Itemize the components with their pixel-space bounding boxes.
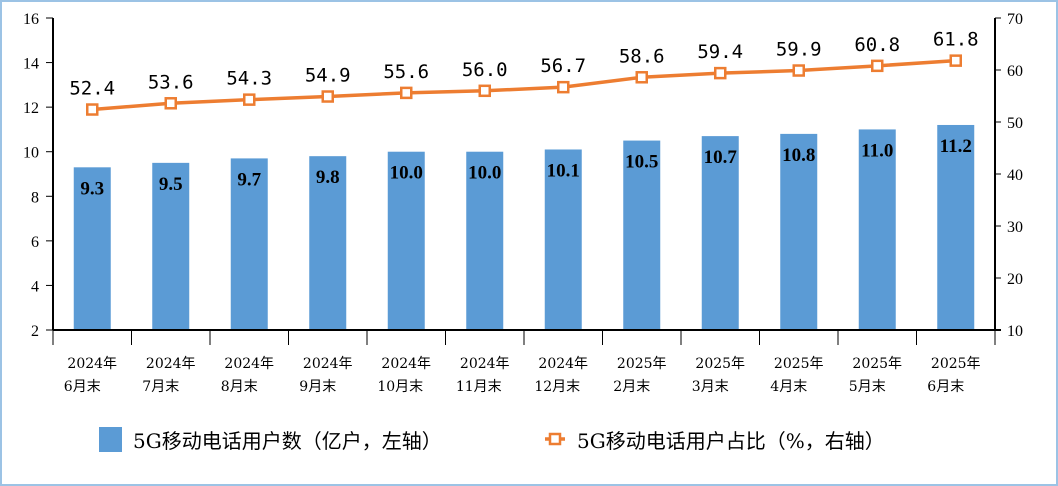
bar (858, 129, 896, 330)
x-tick-label-month: 10月末 (377, 379, 423, 395)
x-tick-label-year: 2024年 (67, 356, 117, 372)
line-data-label: 56.7 (540, 55, 586, 77)
legend-bar-label: 5G移动电话用户数（亿户，左轴） (133, 429, 442, 453)
x-tick-label-month: 7月末 (142, 379, 179, 395)
line-marker (557, 80, 570, 94)
bar-data-label: 10.7 (704, 147, 738, 168)
bar-data-label: 10.1 (547, 160, 580, 181)
left-tick-label: 10 (23, 145, 39, 162)
bar-data-label: 9.8 (316, 167, 340, 188)
line-data-label: 54.3 (226, 68, 272, 90)
x-tick-label-year: 2024年 (146, 356, 196, 372)
x-tick-label-month: 6月末 (927, 379, 964, 395)
right-tick-label: 60 (1007, 63, 1023, 80)
line-marker (86, 103, 99, 116)
legend-line-marker (548, 432, 562, 446)
bar (152, 162, 190, 330)
line-marker (321, 90, 334, 103)
x-tick-label-month: 8月末 (221, 379, 258, 395)
right-tick-label: 20 (1007, 271, 1023, 288)
x-tick-label-month: 5月末 (849, 379, 886, 395)
line-marker (635, 71, 648, 84)
left-tick-label: 4 (31, 278, 39, 295)
legend-bar-swatch (99, 427, 122, 452)
line-marker (792, 64, 805, 77)
line-series (92, 58, 956, 112)
bar (623, 140, 661, 330)
left-tick-label: 8 (31, 189, 39, 206)
line-data-label: 61.8 (933, 29, 979, 51)
x-tick-label-month: 3月末 (692, 379, 729, 395)
bar-data-label: 11.0 (861, 140, 893, 161)
bar (544, 149, 582, 330)
x-tick-label-year: 2025年 (774, 356, 824, 372)
x-tick-label-year: 2025年 (931, 356, 981, 372)
line-data-label: 56.0 (462, 59, 508, 81)
line-marker (243, 93, 256, 106)
left-tick-label: 14 (23, 56, 39, 73)
line-data-label: 59.9 (776, 39, 822, 61)
right-tick-label: 50 (1007, 115, 1023, 132)
line-marker (714, 66, 727, 80)
right-tick-label: 30 (1007, 219, 1023, 236)
left-tick-label: 6 (31, 234, 39, 251)
x-tick-label-month: 4月末 (770, 379, 807, 395)
line-data-label: 52.4 (69, 78, 115, 100)
bar-data-label: 10.0 (390, 163, 423, 184)
legend-line-label: 5G移动电话用户占比（%，右轴） (577, 429, 885, 453)
line-data-label: 53.6 (148, 71, 194, 93)
x-tick-label-year: 2024年 (224, 356, 274, 372)
line-marker (949, 54, 962, 67)
left-tick-label: 2 (31, 323, 39, 340)
line-data-label: 58.6 (619, 45, 665, 67)
bar-data-label: 10.0 (468, 163, 501, 184)
x-tick-label-year: 2024年 (381, 356, 431, 372)
bar-data-label: 10.8 (782, 145, 815, 166)
left-tick-label: 12 (23, 100, 39, 117)
left-tick-label: 16 (23, 11, 39, 28)
line-marker (478, 84, 491, 98)
right-tick-label: 40 (1007, 167, 1023, 184)
x-tick-label-month: 6月末 (64, 379, 101, 395)
line-data-label: 54.9 (305, 65, 351, 87)
line-data-label: 59.4 (697, 41, 743, 63)
bar (466, 151, 504, 330)
bar-data-label: 10.5 (625, 152, 658, 173)
x-tick-label-year: 2025年 (852, 356, 902, 372)
line-marker (164, 97, 177, 110)
bar (780, 133, 818, 330)
bar (309, 156, 347, 330)
x-tick-label-year: 2024年 (460, 356, 510, 372)
bar-data-label: 11.2 (940, 136, 972, 157)
bar (73, 167, 111, 330)
x-tick-label-month: 9月末 (299, 379, 336, 395)
bar-data-label: 9.5 (159, 174, 183, 195)
line-data-label: 60.8 (854, 34, 900, 56)
x-tick-label-month: 2月末 (613, 379, 650, 395)
bar (387, 151, 425, 330)
x-tick-label-year: 2025年 (617, 356, 667, 372)
bar-data-label: 9.3 (80, 178, 104, 199)
line-data-label: 55.6 (383, 61, 429, 83)
bar (701, 136, 739, 330)
x-tick-label-year: 2025年 (695, 356, 745, 372)
right-tick-label: 70 (1007, 11, 1023, 28)
line-marker (871, 59, 884, 73)
x-tick-label-month: 11月末 (456, 379, 502, 395)
bar-data-label: 9.7 (237, 169, 261, 190)
x-tick-label-year: 2024年 (538, 356, 588, 372)
x-tick-label-month: 12月末 (534, 379, 580, 395)
bar (937, 124, 975, 330)
bar (230, 158, 268, 330)
right-tick-label: 10 (1007, 323, 1023, 340)
line-marker (400, 86, 413, 100)
x-tick-label-year: 2024年 (303, 356, 353, 372)
